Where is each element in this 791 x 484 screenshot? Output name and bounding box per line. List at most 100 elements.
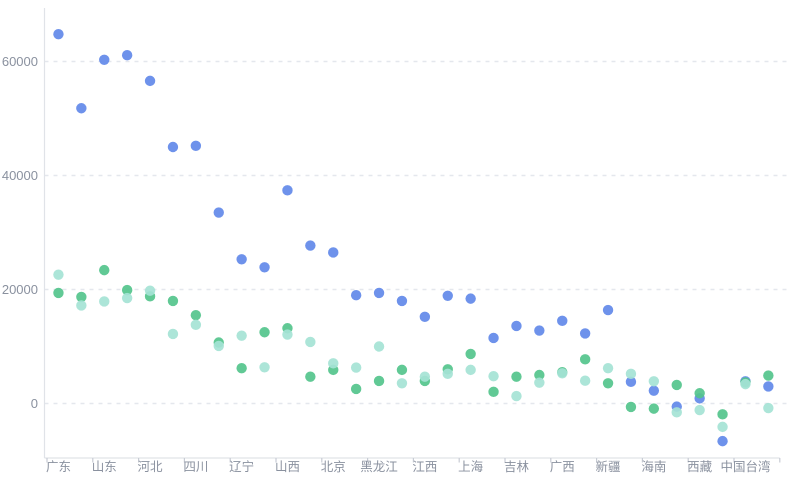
scatter-point[interactable] <box>488 332 499 344</box>
scatter-point[interactable] <box>717 435 728 447</box>
x-axis-category-label: 吉林 <box>504 460 530 474</box>
scatter-point[interactable] <box>350 290 362 301</box>
scatter-point[interactable] <box>213 207 224 218</box>
scatter-point[interactable] <box>99 54 110 65</box>
scatter-point[interactable] <box>488 370 499 382</box>
scatter-point[interactable] <box>121 50 133 61</box>
scatter-point[interactable] <box>350 362 362 373</box>
y-axis-tick-label: 40000 <box>2 168 38 183</box>
scatter-point[interactable] <box>419 311 431 323</box>
series-cyan <box>53 269 774 433</box>
scatter-point[interactable] <box>625 401 637 413</box>
x-axis-category-label: 河北 <box>138 460 164 474</box>
scatter-point[interactable] <box>671 407 682 418</box>
scatter-point[interactable] <box>557 315 568 327</box>
scatter-point[interactable] <box>579 354 591 365</box>
scatter-point[interactable] <box>625 376 637 388</box>
scatter-point[interactable] <box>328 358 339 369</box>
scatter-point[interactable] <box>53 287 64 299</box>
scatter-point[interactable] <box>99 296 110 307</box>
x-axis-category-label: 广东 <box>46 460 71 474</box>
scatter-point[interactable] <box>282 329 293 340</box>
scatter-point[interactable] <box>76 291 87 303</box>
scatter-point[interactable] <box>305 336 316 348</box>
scatter-point[interactable] <box>717 409 728 420</box>
scatter-point[interactable] <box>557 368 568 379</box>
x-axis-category-label: 辽宁 <box>229 459 254 474</box>
scatter-point[interactable] <box>602 304 614 316</box>
scatter-point[interactable] <box>121 284 133 296</box>
scatter-point[interactable] <box>53 269 64 280</box>
scatter-point[interactable] <box>763 381 774 392</box>
scatter-point[interactable] <box>648 376 660 387</box>
scatter-point[interactable] <box>236 330 247 341</box>
scatter-point[interactable] <box>213 340 224 352</box>
scatter-point[interactable] <box>236 362 247 374</box>
scatter-point[interactable] <box>648 385 660 396</box>
scatter-point[interactable] <box>511 390 522 402</box>
scatter-point[interactable] <box>579 328 591 339</box>
scatter-point[interactable] <box>167 141 179 153</box>
scatter-point[interactable] <box>259 262 270 273</box>
y-axis-tick-label: 20000 <box>2 282 38 297</box>
scatter-point[interactable] <box>53 28 64 40</box>
scatter-point[interactable] <box>236 254 247 265</box>
scatter-point[interactable] <box>602 362 614 374</box>
scatter-point[interactable] <box>144 285 156 296</box>
scatter-point[interactable] <box>121 292 133 304</box>
scatter-point[interactable] <box>511 320 522 332</box>
x-axis-category-label: 江西 <box>412 460 437 474</box>
scatter-point[interactable] <box>167 295 179 307</box>
scatter-point[interactable] <box>305 240 316 251</box>
scatter-point[interactable] <box>465 364 476 376</box>
scatter-point[interactable] <box>534 369 545 381</box>
series-blue <box>53 28 774 447</box>
scatter-point[interactable] <box>671 379 682 391</box>
scatter-point[interactable] <box>373 375 385 387</box>
scatter-point[interactable] <box>442 290 453 301</box>
scatter-point[interactable] <box>328 247 339 258</box>
scatter-point[interactable] <box>465 348 476 360</box>
scatter-point[interactable] <box>259 327 270 338</box>
scatter-point[interactable] <box>190 309 202 321</box>
series-green <box>53 264 774 420</box>
scatter-point[interactable] <box>648 403 660 414</box>
scatter-point[interactable] <box>259 362 270 373</box>
scatter-point[interactable] <box>305 371 316 382</box>
scatter-point[interactable] <box>76 103 87 114</box>
scatter-point[interactable] <box>350 383 362 395</box>
scatter-point[interactable] <box>373 341 385 352</box>
scatter-point[interactable] <box>763 370 774 381</box>
scatter-point[interactable] <box>488 386 499 398</box>
scatter-point[interactable] <box>579 375 591 386</box>
scatter-point[interactable] <box>99 264 110 276</box>
scatter-point[interactable] <box>373 287 385 299</box>
scatter-point[interactable] <box>190 319 202 331</box>
scatter-point[interactable] <box>442 368 453 380</box>
scatter-point[interactable] <box>694 388 705 399</box>
scatter-point[interactable] <box>534 325 545 336</box>
scatter-point[interactable] <box>190 140 202 152</box>
scatter-point[interactable] <box>396 364 408 376</box>
scatter-point[interactable] <box>465 293 476 304</box>
scatter-point[interactable] <box>625 368 637 380</box>
scatter-point[interactable] <box>763 402 774 414</box>
scatter-point[interactable] <box>419 371 431 382</box>
scatter-point[interactable] <box>396 378 408 389</box>
scatter-point[interactable] <box>76 300 87 311</box>
scatter-point[interactable] <box>534 377 545 388</box>
scatter-point[interactable] <box>396 295 408 307</box>
scatter-point[interactable] <box>144 75 156 87</box>
x-axis-category-label: 黑龙江 <box>360 460 398 474</box>
scatter-point[interactable] <box>740 378 751 390</box>
scatter-point[interactable] <box>511 371 522 382</box>
scatter-point[interactable] <box>167 328 179 340</box>
scatter-point[interactable] <box>282 185 293 196</box>
y-axis-tick-label: 0 <box>31 396 38 411</box>
scatter-point[interactable] <box>694 404 705 416</box>
x-axis-category-label: 上海 <box>458 459 484 474</box>
scatter-point[interactable] <box>717 421 728 433</box>
x-axis-category-label: 四川 <box>183 460 208 474</box>
scatter-point[interactable] <box>602 378 614 389</box>
